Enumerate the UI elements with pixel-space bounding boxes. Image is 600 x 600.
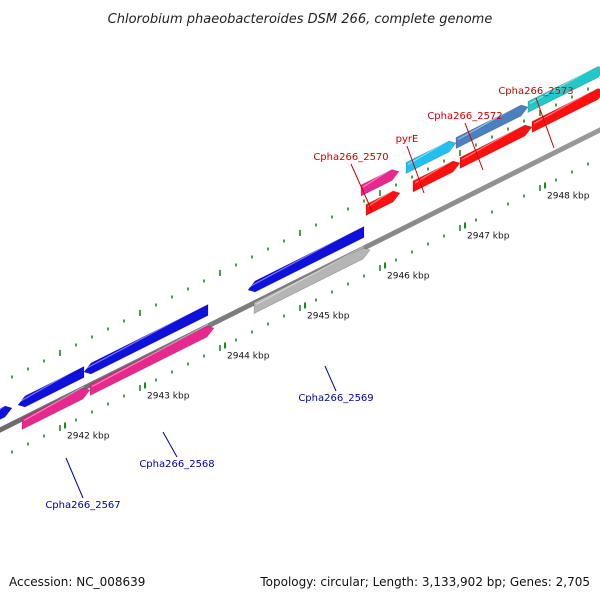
leader-line [162, 431, 178, 458]
tick-track: 2942 kbp 2943 kbp 2944 kbp 2945 kbp 2946 kbp… [11, 87, 590, 454]
gene-label[interactable]: Cpha266_2573 [498, 86, 573, 97]
tick-label: 2944 kbp [227, 352, 270, 362]
leader-line [324, 365, 337, 392]
gene-label[interactable]: Cpha266_2572 [427, 111, 502, 122]
cds-arrow[interactable] [412, 158, 461, 193]
cds-arrow[interactable] [365, 188, 401, 216]
accession-text: Accession: NC_008639 [9, 575, 145, 589]
label-layer: Cpha266_2567 Cpha266_2568 Cpha266_2569 Cpha… [45, 86, 573, 511]
map-title: Chlorobium phaeobacteroides DSM 266, com… [108, 12, 493, 27]
gene-label[interactable]: Cpha266_2569 [298, 393, 373, 404]
gene-bar-cpha266-2573[interactable] [527, 64, 600, 113]
label-leaders [65, 97, 555, 499]
gene-bar-cpha266-2567[interactable] [21, 385, 91, 430]
leader-line [350, 163, 373, 212]
cds-arrow[interactable] [531, 86, 600, 133]
feature-track [0, 64, 600, 430]
gene-bar-cpha266-2568[interactable] [89, 323, 215, 396]
leader-line [65, 457, 84, 499]
tick-label: 2942 kbp [67, 432, 110, 442]
cds-arrow[interactable] [247, 226, 365, 293]
cds-arrow[interactable] [17, 366, 85, 408]
cds-arrow[interactable] [83, 304, 209, 375]
tick-label: 2943 kbp [147, 392, 190, 402]
tick-label: 2945 kbp [307, 312, 350, 322]
gene-label[interactable]: Cpha266_2567 [45, 500, 120, 511]
leader-line [464, 122, 484, 171]
genome-summary-text: Topology: circular; Length: 3,133,902 bp… [259, 575, 590, 589]
cds-arrow[interactable] [0, 404, 13, 425]
tick-label: 2947 kbp [467, 232, 510, 242]
tick-label: 2946 kbp [387, 272, 430, 282]
gene-bar-cpha266-2569[interactable] [253, 245, 371, 314]
gene-bar-pyre[interactable] [405, 138, 457, 174]
leader-line [535, 97, 555, 149]
gene-label[interactable]: Cpha266_2570 [313, 152, 388, 163]
tick-label: 2948 kbp [547, 192, 590, 202]
leader-line [406, 145, 425, 194]
gene-label[interactable]: Cpha266_2568 [139, 459, 214, 470]
gene-label[interactable]: pyrE [396, 134, 419, 145]
gene-bar-cpha266-2570[interactable] [360, 167, 400, 197]
